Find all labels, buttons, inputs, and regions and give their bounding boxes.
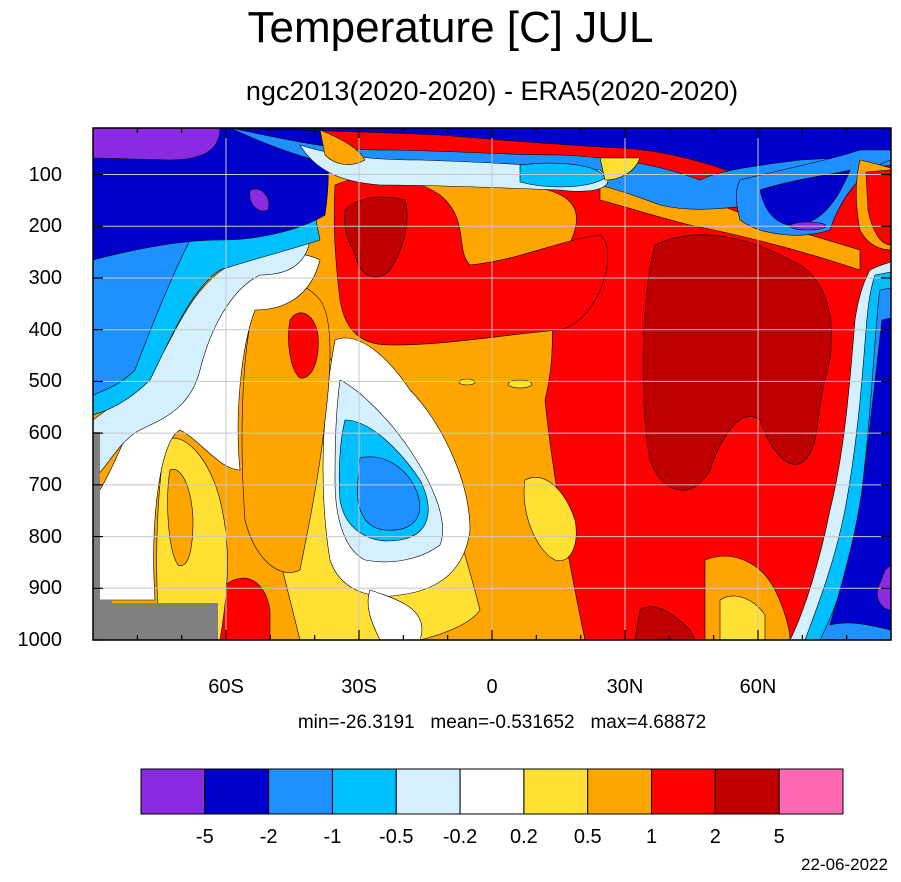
colorbar-swatch <box>204 768 270 815</box>
contour-field <box>93 128 891 640</box>
colorbar-level-label: -0.5 <box>379 826 414 848</box>
colorbar-level-label: 0.5 <box>573 826 602 848</box>
x-tick-label: 30N <box>606 676 644 698</box>
field-yellow-nh-lower <box>719 595 766 640</box>
colorbar-level-label: -0.2 <box>442 826 478 848</box>
chart-subtitle: ngc2013(2020-2020) - ERA5(2020-2020) <box>245 76 739 106</box>
y-tick-label: 300 <box>28 266 62 289</box>
y-tick-label: 600 <box>28 422 62 445</box>
field-blue-pocket <box>357 456 420 531</box>
grid-lines <box>93 128 891 640</box>
y-tick-label: 700 <box>28 473 62 496</box>
field-darkred-nh-surface <box>634 606 696 640</box>
colorbar-swatch <box>331 768 397 815</box>
x-tick-label: 60S <box>208 676 244 698</box>
field-purple-sh-top <box>93 128 221 161</box>
field-orange-65s <box>167 469 194 567</box>
colorbar-swatch <box>714 768 780 815</box>
x-tick-label: 0 <box>486 676 498 698</box>
colorbar-swatch <box>587 768 653 815</box>
field-orange-strat <box>319 129 366 165</box>
y-tick-label: 800 <box>28 525 62 548</box>
stat-max: max=4.68872 <box>590 712 707 733</box>
date-stamp: 22-06-2022 <box>801 855 888 874</box>
field-darkblue-nh-pole <box>829 317 891 631</box>
colorbar-level-label: -5 <box>195 826 214 848</box>
colorbar-swatch <box>651 768 716 815</box>
y-tick-label: 200 <box>28 215 62 238</box>
field-red-45s <box>288 312 319 379</box>
field-darkblue-nh-upper <box>759 169 851 226</box>
field-purple-sh-spot <box>249 188 270 212</box>
colorbar-level-label: 5 <box>773 826 785 848</box>
chart-title: Temperature [C] JUL <box>247 3 654 52</box>
colorbar <box>140 768 844 815</box>
stat-min: min=-26.3191 <box>297 712 415 733</box>
field-darkred-nh <box>642 234 832 491</box>
field-yellow-eq <box>523 477 577 562</box>
stats-line: min=-26.3191 mean=-0.531652 max=4.68872 <box>0 711 901 735</box>
colorbar-level-label: 2 <box>709 826 721 848</box>
y-tick-label: 900 <box>28 577 62 600</box>
field-darkred-30s <box>343 196 408 278</box>
y-tick-label: 1000 <box>17 629 63 651</box>
stat-mean: mean=-0.531652 <box>430 712 575 733</box>
field-yellow-dot-2 <box>458 378 476 386</box>
colorbar-level-label: 1 <box>645 826 658 848</box>
y-tick-label: 400 <box>28 318 62 341</box>
colorbar-level-label: -1 <box>323 826 342 848</box>
field-red-55s <box>219 577 271 640</box>
colorbar-swatch <box>778 768 844 815</box>
colorbar-level-label: 0.2 <box>510 826 538 848</box>
x-tick-label: 60N <box>739 676 777 698</box>
field-lightblue-sh <box>93 239 311 481</box>
colorbar-swatch <box>268 768 333 815</box>
colorbar-swatch <box>395 768 461 815</box>
colorbar-swatch <box>140 768 206 815</box>
colorbar-swatch <box>459 768 525 815</box>
field-yellow-dot <box>507 379 533 389</box>
y-tick-label: 500 <box>28 370 62 393</box>
x-tick-label: 30S <box>341 676 377 698</box>
missing-topography <box>93 432 218 640</box>
axis-ticks <box>93 128 891 641</box>
colorbar-level-label: -2 <box>259 826 278 848</box>
y-tick-label: 100 <box>28 163 62 186</box>
colorbar-swatch <box>523 768 589 815</box>
